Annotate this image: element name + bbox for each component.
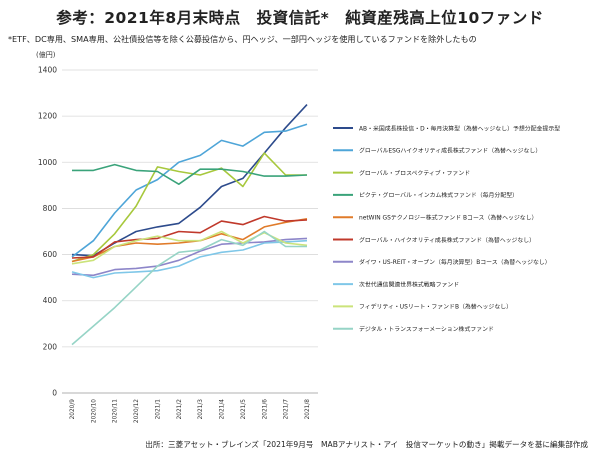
x-tick-label: 2021/5 [241, 399, 247, 420]
y-tick-label: 400 [43, 296, 58, 305]
x-tick-label: 2020/10 [91, 399, 97, 423]
y-tick-label: 1000 [38, 158, 57, 167]
y-axis-label: (億円) [36, 50, 56, 59]
legend-label: デジタル・トランスフォーメーション株式ファンド [359, 325, 494, 333]
y-tick-label: 0 [52, 389, 57, 398]
x-tick-label: 2021/7 [284, 399, 290, 420]
x-tick-label: 2020/12 [134, 399, 140, 423]
legend-label: グローバル・ハイクオリティ成長株式ファンド（為替ヘッジなし） [359, 236, 535, 244]
y-tick-label: 200 [43, 342, 58, 351]
legend-label: グローバルESGハイクオリティ成長株式ファンド（為替ヘッジなし） [359, 147, 541, 155]
series-line [71, 123, 308, 258]
series-line [71, 104, 308, 257]
x-tick-label: 2020/9 [70, 399, 76, 420]
x-tick-label: 2020/11 [113, 399, 119, 423]
page-title: 参考：2021年8月末時点 投資信託* 純資産残高上位10ファンド [56, 9, 544, 27]
legend-label: netWIN GSテクノロジー株式ファンド Bコース（為替ヘッジなし） [359, 214, 537, 222]
x-tick-label: 2021/1 [155, 399, 161, 420]
y-tick-label: 800 [43, 204, 58, 213]
chart-subtitle: *ETF、DC専用、SMA専用、公社債投信等を除く公募投信から、円ヘッジ、一部円… [8, 34, 477, 44]
y-tick-label: 1400 [38, 66, 57, 75]
x-tick-label: 2021/2 [177, 399, 183, 420]
gridlines [62, 69, 318, 394]
series-line [71, 239, 308, 279]
legend-label: ダイワ・US-REIT・オープン（毎月決算型）Bコース（為替ヘッジなし） [359, 258, 551, 266]
y-axis-ticks: 0 200 400 600 800 1000 1200 1400 [38, 66, 57, 398]
legend-label: 次世代通信関連世界株式戦略ファンド [359, 280, 459, 288]
series-line [71, 152, 307, 263]
series-line [71, 215, 308, 259]
legend-label: フィデリティ・USリート・ファンドB（為替ヘッジなし） [359, 303, 512, 311]
series-lines [71, 104, 308, 346]
y-tick-label: 600 [43, 250, 58, 259]
x-tick-label: 2021/4 [220, 399, 226, 420]
x-axis-ticks: 2020/9 2020/10 2020/11 2020/12 2021/1 2021/2 2… [70, 399, 311, 423]
x-tick-label: 2021/6 [262, 399, 268, 420]
legend-label: ピクテ・グローバル・インカム株式ファンド（毎月分配型） [359, 191, 518, 199]
legend-label: AB・米国成長株投信・D・毎月決算型（為替ヘッジなし）予想分配金提示型 [359, 124, 560, 132]
y-tick-label: 1200 [38, 112, 57, 121]
legend-label: グローバル・プロスペクティブ・ファンド [359, 169, 470, 177]
legend: AB・米国成長株投信・D・毎月決算型（為替ヘッジなし）予想分配金提示型グローバル… [333, 124, 560, 333]
x-tick-label: 2021/8 [305, 399, 311, 420]
source-note: 出所：三菱アセット・ブレインズ「2021年9月号 MABアナリスト・アイ 投信マ… [145, 440, 588, 449]
series-line [71, 230, 307, 346]
x-tick-label: 2021/3 [198, 399, 204, 420]
series-line [72, 163, 308, 185]
series-line [71, 237, 308, 277]
